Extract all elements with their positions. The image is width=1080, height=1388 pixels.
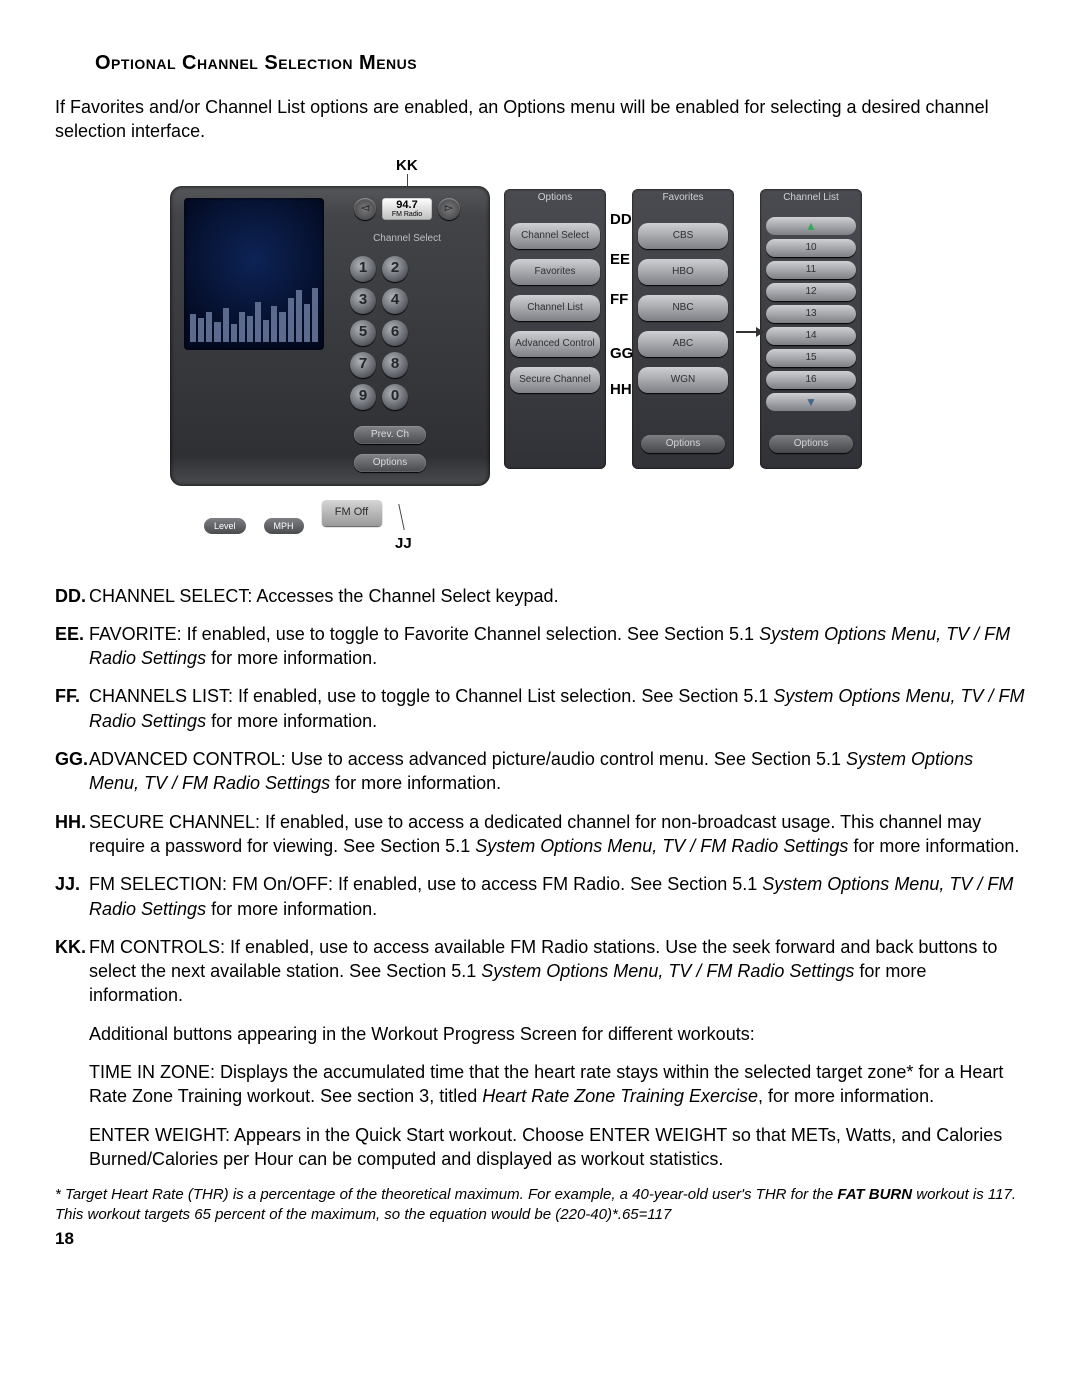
keypad-6[interactable]: 6 bbox=[382, 320, 408, 346]
fm-controls: ◅ 94.7 FM Radio ▻ bbox=[338, 196, 476, 222]
keypad: 1234567890 bbox=[350, 256, 408, 410]
menu-channel-list[interactable]: Channel List bbox=[510, 295, 600, 321]
channel-list-menu: Channel List ▲ 10 11 12 13 14 15 16 ▼ Op… bbox=[760, 189, 862, 469]
status-row: 1 Level 0.0 MPH FM Off bbox=[204, 492, 382, 534]
dd-callout-label: DD bbox=[610, 210, 632, 230]
jj-tag: JJ. bbox=[55, 872, 80, 896]
intro-paragraph: If Favorites and/or Channel List options… bbox=[55, 95, 1025, 144]
menu-favorites[interactable]: Favorites bbox=[510, 259, 600, 285]
definitions-list: DD. CHANNEL SELECT: Accesses the Channel… bbox=[55, 584, 1025, 1172]
mph-unit: MPH bbox=[264, 518, 304, 534]
enter-weight-text: ENTER WEIGHT: Appears in the Quick Start… bbox=[89, 1123, 1025, 1172]
ee-tag: EE. bbox=[55, 622, 84, 646]
options-menu: Options Channel Select Favorites Channel… bbox=[504, 189, 606, 469]
channel-14[interactable]: 14 bbox=[766, 327, 856, 345]
ee-callout-label: EE bbox=[610, 250, 630, 270]
keypad-3[interactable]: 3 bbox=[350, 288, 376, 314]
footnote-bold: FAT BURN bbox=[837, 1186, 912, 1203]
menu-channel-select[interactable]: Channel Select bbox=[510, 223, 600, 249]
tiz-text-b: , for more information. bbox=[758, 1086, 934, 1106]
favorites-menu: Favorites CBS HBO NBC ABC WGN Options bbox=[632, 189, 734, 469]
channel-15[interactable]: 15 bbox=[766, 349, 856, 367]
hh-text-b: for more information. bbox=[848, 836, 1019, 856]
channel-10[interactable]: 10 bbox=[766, 239, 856, 257]
keypad-4[interactable]: 4 bbox=[382, 288, 408, 314]
level-unit: Level bbox=[204, 518, 246, 534]
keypad-9[interactable]: 9 bbox=[350, 384, 376, 410]
favorite-cbs[interactable]: CBS bbox=[638, 223, 728, 249]
additional-buttons-text: Additional buttons appearing in the Work… bbox=[89, 1022, 1025, 1046]
keypad-1[interactable]: 1 bbox=[350, 256, 376, 282]
footnote: * Target Heart Rate (THR) is a percentag… bbox=[55, 1185, 1025, 1224]
frequency-sub: FM Radio bbox=[382, 211, 432, 218]
fm-off-button[interactable]: FM Off bbox=[322, 500, 382, 526]
hh-callout-label: HH bbox=[610, 380, 632, 400]
favorites-options-button[interactable]: Options bbox=[641, 435, 725, 453]
channel-12[interactable]: 12 bbox=[766, 283, 856, 301]
keypad-2[interactable]: 2 bbox=[382, 256, 408, 282]
channel-11[interactable]: 11 bbox=[766, 261, 856, 279]
favorite-hbo[interactable]: HBO bbox=[638, 259, 728, 285]
menu-secure-channel[interactable]: Secure Channel bbox=[510, 367, 600, 393]
dd-text: CHANNEL SELECT: Accesses the Channel Sel… bbox=[89, 586, 559, 606]
channel-select-label: Channel Select bbox=[338, 232, 476, 246]
gg-text-a: ADVANCED CONTROL: Use to access advanced… bbox=[89, 749, 846, 769]
ff-text-a: CHANNELS LIST: If enabled, use to toggle… bbox=[89, 686, 773, 706]
hh-text-ref: System Options Menu, TV / FM Radio Setti… bbox=[475, 836, 848, 856]
options-menu-title: Options bbox=[507, 193, 603, 213]
gg-tag: GG. bbox=[55, 747, 88, 771]
seek-back-button[interactable]: ◅ bbox=[354, 198, 376, 220]
favorites-menu-title: Favorites bbox=[635, 193, 731, 213]
scroll-down-button[interactable]: ▼ bbox=[766, 393, 856, 411]
jj-text-a: FM SELECTION: FM On/OFF: If enabled, use… bbox=[89, 874, 762, 894]
scroll-up-button[interactable]: ▲ bbox=[766, 217, 856, 235]
ee-text-a: FAVORITE: If enabled, use to toggle to F… bbox=[89, 624, 759, 644]
tiz-text-ref: Heart Rate Zone Training Exercise bbox=[482, 1086, 758, 1106]
frequency-display: 94.7 FM Radio bbox=[382, 198, 432, 220]
mph-value: 0.0 bbox=[264, 492, 304, 516]
keypad-8[interactable]: 8 bbox=[382, 352, 408, 378]
channel-list-title: Channel List bbox=[763, 193, 859, 213]
ff-text-b: for more information. bbox=[206, 711, 377, 731]
frequency-value: 94.7 bbox=[382, 200, 432, 211]
keypad-5[interactable]: 5 bbox=[350, 320, 376, 346]
keypad-7[interactable]: 7 bbox=[350, 352, 376, 378]
level-value: 1 bbox=[204, 492, 246, 516]
console-panel: ◅ 94.7 FM Radio ▻ Channel Select 1234567… bbox=[170, 186, 490, 556]
menu-advanced-control[interactable]: Advanced Control bbox=[510, 331, 600, 357]
ff-callout-label: FF bbox=[610, 290, 628, 310]
footnote-a: * Target Heart Rate (THR) is a percentag… bbox=[55, 1186, 837, 1203]
pointer-arrow bbox=[736, 331, 758, 333]
jj-callout-label: JJ bbox=[395, 534, 412, 554]
favorite-abc[interactable]: ABC bbox=[638, 331, 728, 357]
jj-text-b: for more information. bbox=[206, 899, 377, 919]
ff-tag: FF. bbox=[55, 684, 80, 708]
kk-tag: KK. bbox=[55, 935, 86, 959]
dd-tag: DD. bbox=[55, 584, 86, 608]
ee-text-b: for more information. bbox=[206, 648, 377, 668]
section-title: Optional Channel Selection Menus bbox=[95, 50, 1025, 77]
tv-screen bbox=[184, 198, 324, 350]
channel-list-options-button[interactable]: Options bbox=[769, 435, 853, 453]
favorite-wgn[interactable]: WGN bbox=[638, 367, 728, 393]
gg-callout-label: GG bbox=[610, 344, 633, 364]
channel-16[interactable]: 16 bbox=[766, 371, 856, 389]
options-button[interactable]: Options bbox=[354, 454, 426, 472]
kk-text-ref: System Options Menu, TV / FM Radio Setti… bbox=[481, 961, 854, 981]
pointer-arrowhead bbox=[756, 327, 764, 337]
figure: KK ◅ 94.7 FM Radio ▻ Channel Select 1234… bbox=[180, 156, 900, 566]
hh-tag: HH. bbox=[55, 810, 86, 834]
favorite-nbc[interactable]: NBC bbox=[638, 295, 728, 321]
prev-channel-button[interactable]: Prev. Ch bbox=[354, 426, 426, 444]
keypad-0[interactable]: 0 bbox=[382, 384, 408, 410]
gg-text-b: for more information. bbox=[330, 773, 501, 793]
page-number: 18 bbox=[55, 1228, 1025, 1251]
channel-13[interactable]: 13 bbox=[766, 305, 856, 323]
seek-forward-button[interactable]: ▻ bbox=[438, 198, 460, 220]
